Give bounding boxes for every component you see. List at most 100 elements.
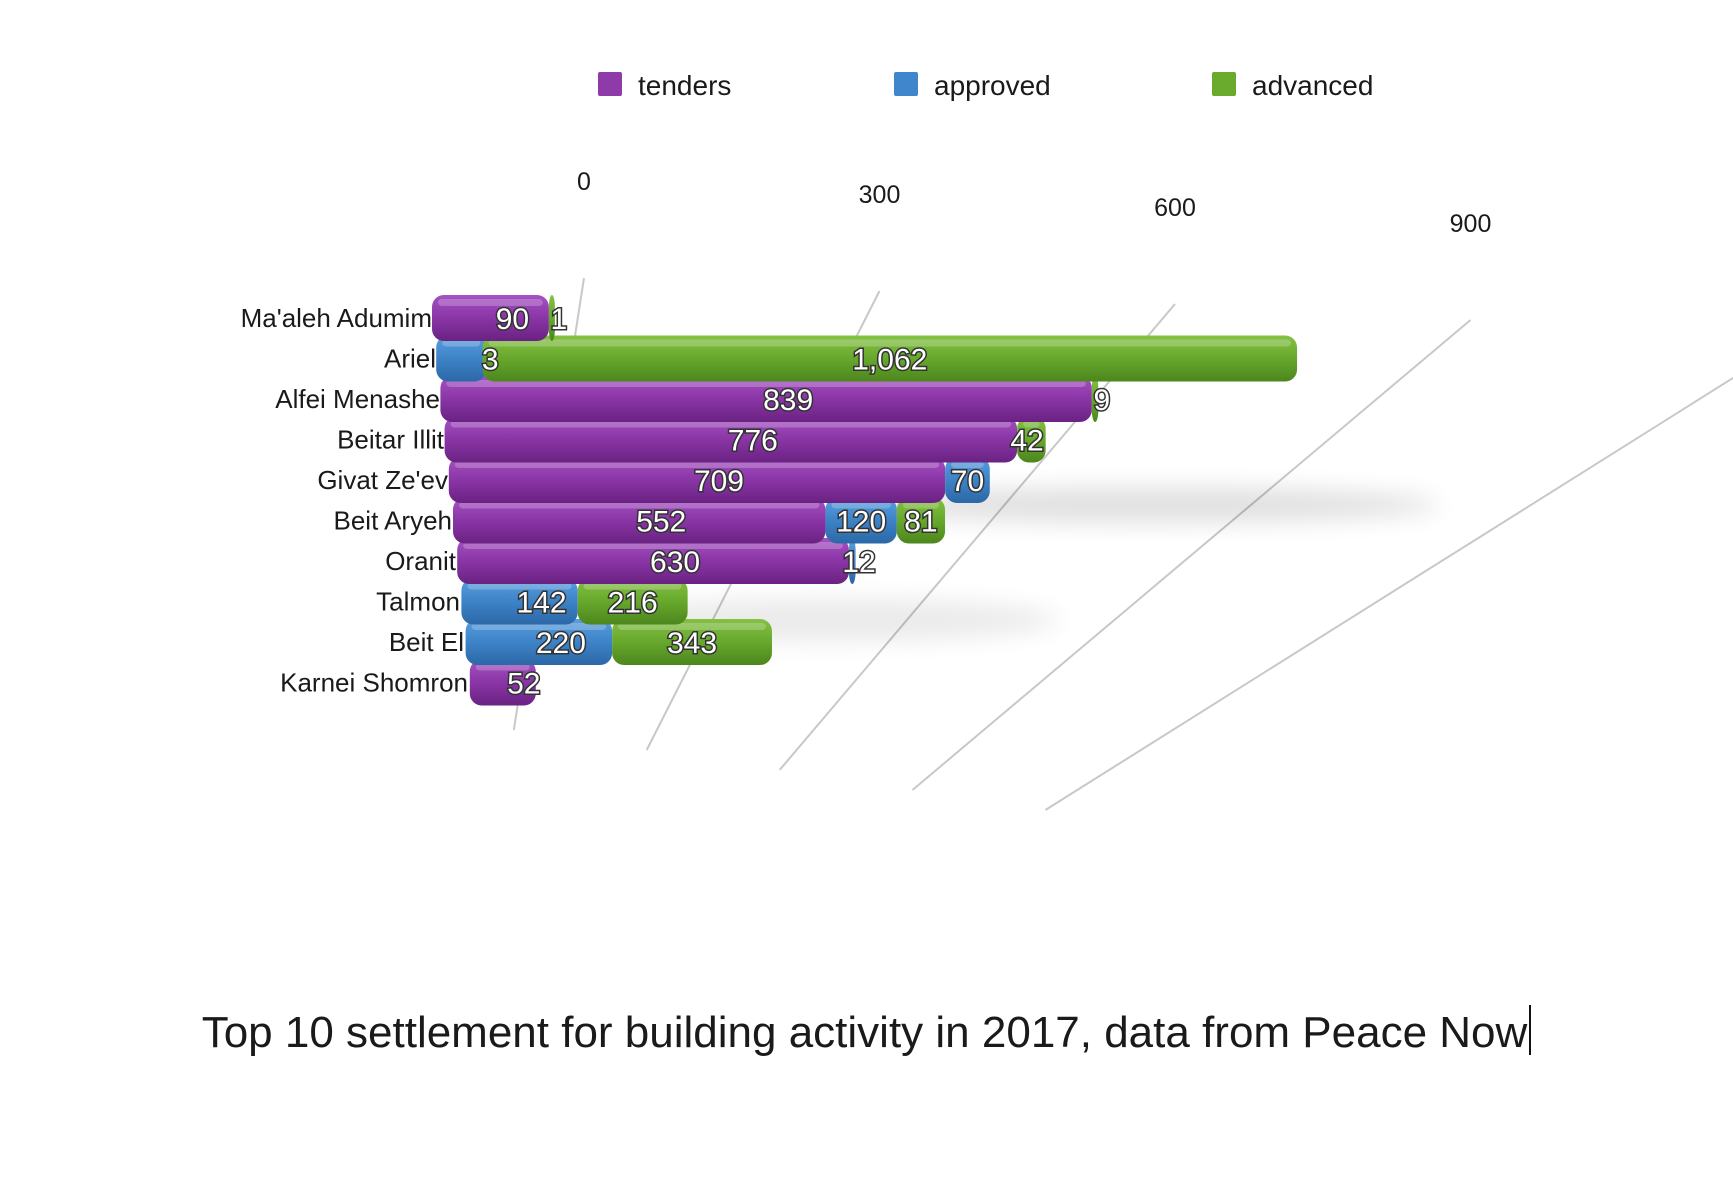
- data-label-advanced: 216: [608, 587, 658, 620]
- bar-highlight: [450, 420, 1012, 428]
- bar-approved-givat-ze-ev: [945, 457, 990, 503]
- bar-row-beit-aryeh: [453, 497, 946, 544]
- bar-advanced-beitar-illit: [1017, 416, 1046, 463]
- bar-advanced-ariel: [482, 335, 1298, 382]
- legend-item-advanced: advanced: [1212, 70, 1373, 101]
- bar-highlight: [471, 623, 607, 630]
- chart-caption: Top 10 settlement for building activity …: [0, 1005, 1733, 1058]
- bar-highlight: [951, 461, 984, 468]
- data-label-approved: 12: [842, 546, 875, 579]
- legend-item-approved: approved: [894, 70, 1051, 101]
- bar-highlight: [467, 582, 572, 590]
- bar-row-oranit: [457, 538, 857, 584]
- x-tick-label: 0: [577, 168, 591, 196]
- data-label-advanced: 81: [904, 506, 937, 539]
- legend-swatch: [1212, 72, 1236, 96]
- bar-row-karnei-shomron: [469, 659, 536, 706]
- category-labels: Ma'aleh Adumim Ariel Alfei Menashe Beitar I…: [241, 303, 468, 698]
- category-label-ariel: Ariel: [384, 344, 436, 374]
- data-label-tenders: 630: [650, 546, 700, 579]
- bar-highlight: [583, 582, 682, 590]
- bar-highlight: [1097, 380, 1100, 387]
- x-tick-label: 600: [1154, 194, 1196, 222]
- data-label-tenders: 52: [507, 668, 540, 701]
- bar-advanced-beit-el: [612, 619, 772, 665]
- bar-advanced-ma-aleh-adumim: [548, 295, 555, 341]
- bar-row-givat-ze-ev: [448, 457, 990, 503]
- bar-tenders-oranit: [457, 538, 849, 584]
- data-label-tenders: 776: [728, 425, 778, 458]
- category-label-beitar-illit: Beitar Illit: [337, 425, 445, 455]
- bar-advanced-talmon: [577, 578, 688, 625]
- category-label-beit-aryeh: Beit Aryeh: [333, 506, 452, 536]
- bar-approved-oranit: [848, 538, 856, 584]
- legend-label: advanced: [1252, 70, 1373, 101]
- bar-row-beitar-illit: [444, 416, 1046, 463]
- bar-tenders-ma-aleh-adumim: [432, 295, 549, 341]
- text-cursor: [1529, 1005, 1532, 1055]
- bar-highlight: [554, 299, 557, 306]
- data-label-advanced: 343: [667, 627, 717, 660]
- bar-tenders-beitar-illit: [444, 416, 1018, 463]
- bar-highlight: [446, 380, 1086, 387]
- category-label-talmon: Talmon: [376, 587, 460, 617]
- bar-highlight: [454, 461, 940, 468]
- bar-row-ariel: [436, 335, 1298, 382]
- gridline-1200: [1044, 376, 1733, 811]
- legend-item-tenders: tenders: [598, 70, 731, 101]
- data-labels: 90 1 3 1,062 839 9 776 42 709 70 552 120 81 630 12 142 2…: [480, 302, 1111, 703]
- data-label-advanced: 1: [551, 303, 568, 336]
- bar-approved-beit-aryeh: [825, 497, 897, 544]
- legend-label: approved: [934, 70, 1051, 101]
- legend-label: tenders: [638, 70, 731, 101]
- bar-approved-beit-el: [465, 619, 613, 665]
- bar-highlight: [438, 299, 543, 306]
- bar-highlight: [831, 501, 891, 509]
- bar-tenders-alfei-menashe: [440, 376, 1092, 422]
- bar-advanced-alfei-menashe: [1091, 376, 1099, 422]
- caption-text: Top 10 settlement for building activity …: [201, 1008, 1528, 1057]
- category-label-beit-el: Beit El: [389, 627, 464, 657]
- bar-approved-ariel: [436, 335, 487, 382]
- category-label-ma-aleh-adumim: Ma'aleh Adumim: [241, 303, 432, 333]
- bar-row-beit-el: [465, 619, 772, 665]
- bar-highlight: [488, 339, 1292, 347]
- category-label-oranit: Oranit: [385, 546, 457, 576]
- category-label-alfei-menashe: Alfei Menashe: [275, 384, 440, 414]
- data-label-tenders: 552: [636, 506, 686, 539]
- bar-highlight: [475, 663, 530, 671]
- gridline-900: [911, 319, 1472, 791]
- data-label-approved: 3: [482, 344, 499, 377]
- data-label-approved: 220: [536, 627, 586, 660]
- data-label-advanced: 9: [1093, 384, 1110, 417]
- bar-row-talmon: [461, 578, 688, 625]
- data-label-tenders: 839: [763, 384, 813, 417]
- bar-highlight: [1023, 420, 1040, 428]
- bar-tenders-beit-aryeh: [453, 497, 826, 544]
- legend-swatch: [598, 72, 622, 96]
- legend: tenders approved advanced: [598, 70, 1373, 101]
- gridlines: 03006009001200: [512, 168, 1733, 811]
- data-label-approved: 142: [517, 587, 567, 620]
- data-label-tenders: 709: [694, 465, 744, 498]
- data-label-advanced: 42: [1010, 425, 1043, 458]
- bar-tenders-givat-ze-ev: [448, 457, 946, 503]
- legend-swatch: [894, 72, 918, 96]
- data-label-approved: 70: [951, 465, 984, 498]
- bar-highlight: [463, 542, 843, 549]
- data-label-advanced: 1,062: [852, 344, 927, 377]
- bar-approved-talmon: [461, 578, 578, 625]
- category-label-karnei-shomron: Karnei Shomron: [280, 668, 468, 698]
- bar-highlight: [618, 623, 766, 630]
- category-label-givat-ze-ev: Givat Ze'ev: [317, 465, 448, 495]
- bar-highlight: [459, 501, 820, 509]
- bar-advanced-beit-aryeh: [896, 497, 946, 544]
- gridline-600: [778, 303, 1176, 771]
- bar-tenders-karnei-shomron: [469, 659, 536, 706]
- x-tick-label: 900: [1450, 210, 1492, 238]
- x-tick-label: 300: [859, 181, 901, 209]
- bar-highlight: [442, 339, 481, 347]
- bar-row-alfei-menashe: [440, 376, 1100, 422]
- bar-highlight: [902, 501, 940, 509]
